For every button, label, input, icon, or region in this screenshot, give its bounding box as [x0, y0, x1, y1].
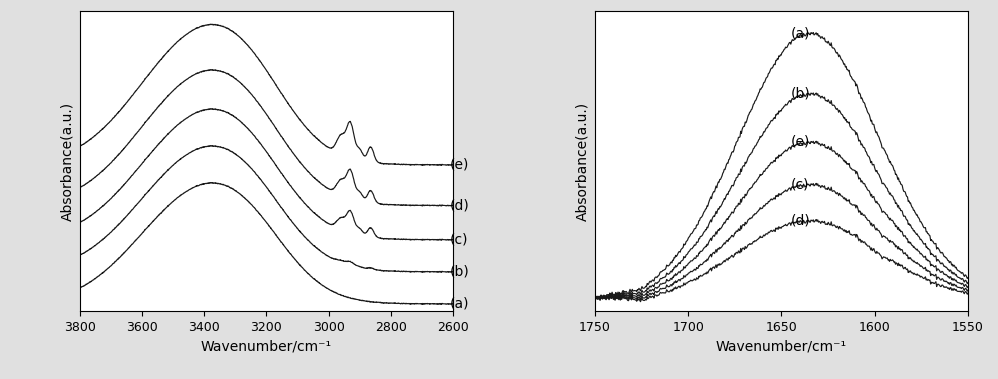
- Text: (c): (c): [790, 177, 809, 191]
- X-axis label: Wavenumber/cm⁻¹: Wavenumber/cm⁻¹: [716, 339, 847, 353]
- X-axis label: Wavenumber/cm⁻¹: Wavenumber/cm⁻¹: [201, 339, 332, 353]
- Text: (e): (e): [790, 135, 810, 149]
- Text: (e): (e): [450, 158, 469, 172]
- Text: (a): (a): [790, 27, 810, 41]
- Text: (b): (b): [790, 87, 810, 101]
- Y-axis label: Absorbance(a.u.): Absorbance(a.u.): [575, 102, 589, 221]
- Text: (c): (c): [450, 232, 468, 246]
- Text: (a): (a): [450, 297, 469, 311]
- Text: (b): (b): [450, 265, 470, 279]
- Y-axis label: Absorbance(a.u.): Absorbance(a.u.): [60, 102, 74, 221]
- Text: (d): (d): [450, 198, 470, 212]
- Text: (d): (d): [790, 213, 810, 227]
